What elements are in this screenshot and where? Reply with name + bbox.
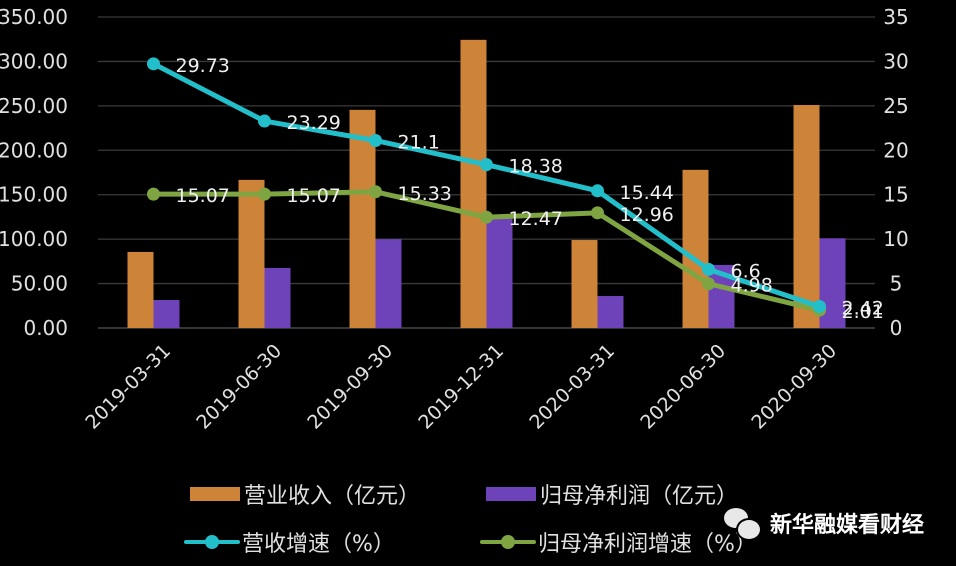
- left-tick-label: 100.00: [0, 227, 68, 251]
- right-tick-label: 5: [890, 272, 903, 296]
- right-tick-label: 0: [890, 316, 903, 340]
- right-tick-label: 20: [883, 138, 908, 162]
- x-tick-label: 2019-12-31: [414, 340, 508, 434]
- x-axis: 2019-03-31 2019-06-30 2019-09-30 2019-12-31…: [81, 340, 841, 434]
- right-tick-label: 15: [883, 183, 908, 207]
- legend-item-net-profit-growth: 归母净利润增速（%）: [480, 526, 757, 558]
- x-tick-label: 2020-06-30: [636, 340, 730, 434]
- data-label: 15.44: [620, 182, 674, 204]
- left-tick-label: 50.00: [11, 272, 68, 296]
- data-label: 4.98: [731, 275, 773, 297]
- bar: [486, 217, 513, 328]
- bar: [153, 300, 180, 328]
- legend-label: 归母净利润增速（%）: [538, 532, 757, 557]
- data-label: 15.33: [398, 183, 452, 205]
- line-marker-icon: [702, 277, 715, 291]
- data-label: 18.38: [509, 156, 563, 178]
- data-label: 2.01: [842, 301, 884, 323]
- legend-label: 营业收入（亿元）: [244, 484, 421, 509]
- line-marker-icon: [258, 187, 271, 201]
- combo-chart: 0.00 50.00 100.00 150.00 200.00 250.00 300.00 3…: [0, 5, 909, 434]
- data-label: 23.29: [287, 112, 341, 134]
- left-y-axis: 0.00 50.00 100.00 150.00 200.00 250.00 300.00 3…: [0, 5, 68, 340]
- bar: [682, 169, 709, 328]
- line-marker-icon: [591, 206, 604, 220]
- line-series: [147, 57, 826, 317]
- wechat-icon: [722, 506, 762, 541]
- left-tick-label: 150.00: [0, 183, 68, 207]
- bar: [793, 104, 820, 329]
- left-tick-label: 300.00: [0, 49, 68, 73]
- x-tick-label: 2020-09-30: [747, 340, 841, 434]
- x-tick-label: 2019-03-31: [81, 340, 175, 434]
- right-tick-label: 25: [883, 94, 908, 118]
- data-label: 12.96: [620, 204, 674, 226]
- line-marker-icon: [147, 57, 160, 71]
- x-tick-label: 2020-03-31: [525, 340, 619, 434]
- legend-item-revenue: 营业收入（亿元）: [190, 478, 420, 510]
- line-marker-icon: [480, 158, 493, 172]
- data-label: 29.73: [176, 55, 230, 77]
- legend-label: 归母净利润（亿元）: [540, 484, 739, 509]
- data-label: 12.47: [509, 208, 563, 230]
- bar: [238, 179, 265, 328]
- watermark-text: 新华融媒看财经: [770, 513, 925, 538]
- left-tick-label: 0.00: [23, 316, 68, 340]
- bar: [264, 267, 291, 328]
- left-tick-label: 200.00: [0, 138, 68, 162]
- data-label: 15.07: [176, 185, 230, 207]
- orange-bar-swatch-icon: [190, 487, 240, 501]
- legend-item-net-profit: 归母净利润（亿元）: [486, 478, 738, 510]
- right-tick-label: 10: [883, 227, 908, 251]
- cyan-line-marker-icon: [184, 532, 240, 552]
- right-y-axis: 0 5 10 15 20 25 30 35: [883, 5, 908, 340]
- line-marker-icon: [369, 185, 382, 199]
- line-marker-icon: [258, 114, 271, 128]
- bar-series: [127, 39, 846, 329]
- left-tick-label: 250.00: [0, 94, 68, 118]
- bar: [127, 251, 154, 328]
- line-marker-icon: [591, 184, 604, 198]
- watermark: 新华融媒看财经: [722, 506, 925, 541]
- left-tick-label: 350.00: [0, 5, 68, 29]
- line-marker-icon: [147, 187, 160, 201]
- line-marker-icon: [813, 299, 826, 313]
- line-marker-icon: [369, 134, 382, 148]
- x-tick-label: 2019-09-30: [303, 340, 397, 434]
- data-label: 15.07: [287, 185, 341, 207]
- data-label: 6.6: [731, 260, 761, 282]
- purple-bar-swatch-icon: [486, 487, 536, 501]
- legend-label: 营收增速（%）: [242, 532, 395, 557]
- bar: [597, 296, 624, 328]
- bar: [375, 239, 402, 328]
- data-labels: 29.73 23.29 21.1 18.38 15.44 6.6 2.42 15.07 15.0…: [176, 55, 884, 323]
- right-tick-label: 30: [883, 49, 908, 73]
- green-line-marker-icon: [480, 532, 536, 552]
- data-label: 21.1: [398, 132, 440, 154]
- bar: [571, 240, 598, 328]
- x-tick-label: 2019-06-30: [192, 340, 286, 434]
- line-marker-icon: [480, 210, 493, 224]
- right-tick-label: 35: [883, 5, 908, 29]
- data-label: 2.42: [842, 297, 884, 319]
- bar: [460, 39, 487, 329]
- bar: [349, 109, 376, 328]
- legend-item-revenue-growth: 营收增速（%）: [184, 526, 395, 558]
- line-marker-icon: [702, 262, 715, 276]
